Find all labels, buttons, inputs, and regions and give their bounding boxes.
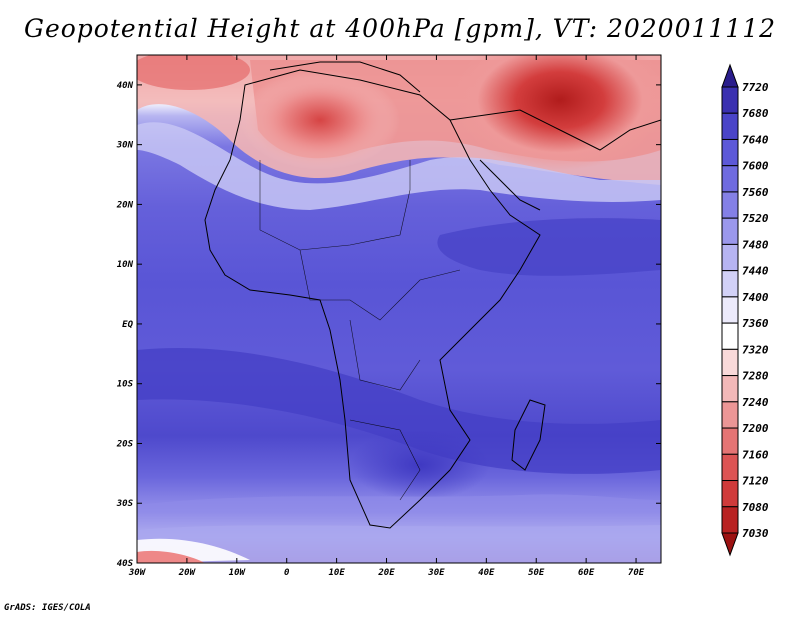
colorbar-segment [721,375,739,403]
lat-label: 10N [117,260,134,270]
colorbar-label: 7030 [742,527,769,540]
colorbar-label: 7360 [742,317,769,330]
colorbar-label: 7160 [742,448,769,461]
lon-label: 30E [427,568,445,578]
colorbar-segment [721,217,739,245]
colorbar-label: 7560 [742,186,769,199]
lat-label: 10S [117,380,134,390]
colorbar-label: 7480 [742,238,769,251]
coastlines [204,61,661,529]
colorbar-label: 7240 [742,396,769,409]
colorbar-segment [721,506,739,534]
latitude-axis: 40N 30N 20N 10N EQ 10S 20S 30S 40S [116,81,661,569]
colorbar-segment [721,86,739,114]
lon-label: 50E [528,568,545,578]
lon-label: 20W [178,568,197,578]
colorbar-label: 7680 [742,107,769,120]
lon-label: 30W [128,568,147,578]
lat-label: 40N [117,81,134,91]
colorbar: 7720 7680 7640 7600 7560 7520 7480 7440 7400 7360… [721,63,769,557]
colorbar-label: 7720 [742,81,769,94]
colorbar-segment [721,270,739,298]
lat-label: 20S [116,439,134,449]
colorbar-segment [721,296,739,324]
lon-label: 20E [377,568,395,578]
colorbar-label: 7200 [742,422,769,435]
colorbar-label: 7320 [742,343,769,356]
colorbar-top-arrow [721,63,739,88]
colorbar-segment [721,348,739,377]
lat-label: EQ [122,320,133,330]
colorbar-bottom-arrow [721,532,739,557]
colorbar-label: 7080 [742,501,769,514]
colorbar-segment [721,138,739,167]
colorbar-label: 7520 [742,212,769,225]
colorbar-segment [721,191,739,219]
colorbar-segment [721,401,739,429]
colorbar-label: 7120 [742,475,769,488]
colorbar-segment [721,112,739,140]
colorbar-segment [721,322,739,350]
colorbar-label: 7440 [742,265,769,278]
colorbar-label: 7600 [742,160,769,173]
lon-label: 70E [628,568,645,578]
lat-label: 20N [116,200,134,210]
colorbar-label: 7400 [742,291,769,304]
map-field [137,55,661,563]
borders [259,160,461,501]
colorbar-segment [721,243,739,272]
lon-label: 40E [478,568,495,578]
colorbar-segment [721,165,739,193]
lon-label: 10W [229,568,247,578]
map-frame [136,54,662,564]
lon-label: 60E [578,568,595,578]
colorbar-label: 7280 [742,370,769,383]
lat-label: 30N [116,141,134,151]
map-title: Geopotential Height at 400hPa [gpm], VT:… [23,14,777,43]
lat-label: 40S [117,559,134,569]
grads-credit: GrADS: IGES/COLA [4,603,91,613]
colorbar-segment [721,480,739,508]
lon-label: 0 [284,568,290,578]
colorbar-label: 7640 [742,133,769,146]
colorbar-segment [721,453,739,482]
lon-label: 10E [328,568,345,578]
longitude-axis: 30W 20W 10W 0 10E 20E 30E 40E 50E 60E 70E [128,55,645,578]
lat-label: 30S [116,499,134,509]
colorbar-segment [721,427,739,455]
